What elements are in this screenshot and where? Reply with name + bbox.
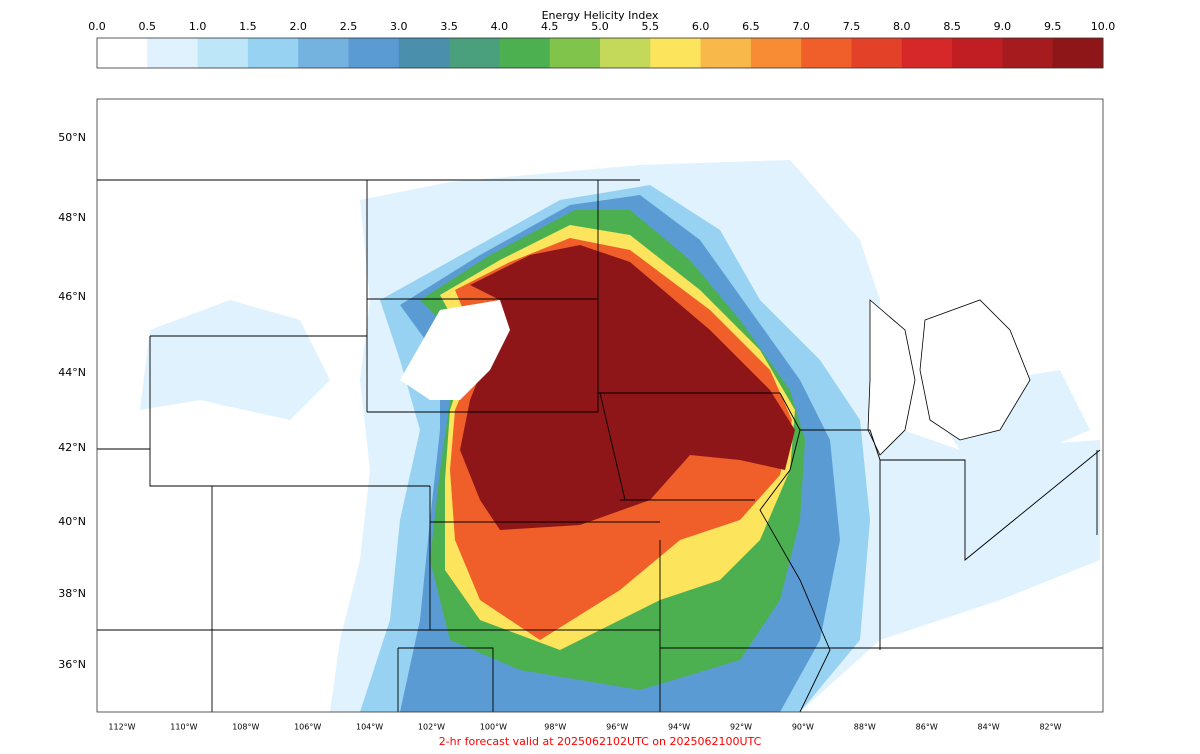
lon-label: 82°W [1039, 723, 1061, 732]
colorbar-segment [449, 38, 500, 68]
lat-label: 38°N [58, 587, 86, 600]
colorbar-tick-label: 2.5 [340, 20, 358, 33]
colorbar-segment [499, 38, 551, 68]
lon-label: 90°W [792, 723, 814, 732]
colorbar-segment [348, 38, 400, 68]
colorbar-segment [398, 38, 450, 68]
colorbar-tick-label: 7.0 [792, 20, 810, 33]
colorbar-tick-label: 6.5 [742, 20, 760, 33]
colorbar-segment [700, 38, 752, 68]
colorbar-tick-label: 6.0 [692, 20, 710, 33]
colorbar-segment [801, 38, 852, 68]
colorbar-segment [147, 38, 199, 68]
colorbar-frame [96, 37, 1104, 69]
lon-label: 92°W [730, 723, 752, 732]
colorbar-segment [549, 38, 601, 68]
lat-label: 44°N [58, 366, 86, 379]
lat-label: 40°N [58, 515, 86, 528]
colorbar-tick-label: 7.5 [843, 20, 861, 33]
lon-label: 84°W [978, 723, 1000, 732]
colorbar-tick-label: 0.5 [139, 20, 157, 33]
colorbar-tick-label: 8.5 [943, 20, 961, 33]
colorbar-segment [901, 38, 953, 68]
colorbar-tick-label: 2.0 [289, 20, 307, 33]
colorbar-segment [952, 38, 1003, 68]
colorbar-tick-label: 1.5 [239, 20, 257, 33]
lon-label: 88°W [854, 723, 876, 732]
colorbar-segment [600, 38, 651, 68]
lon-label: 104°W [356, 723, 383, 732]
colorbar-tick-label: 5.5 [642, 20, 660, 33]
colorbar-tick-label: 9.0 [994, 20, 1012, 33]
colorbar-tick-label: 8.0 [893, 20, 911, 33]
colorbar-segment [851, 38, 903, 68]
colorbar-tick-label: 4.0 [491, 20, 509, 33]
lon-label: 96°W [606, 723, 628, 732]
colorbar-tick-label: 1.0 [189, 20, 207, 33]
colorbar-segment [97, 38, 148, 68]
map-frame [96, 98, 1104, 713]
colorbar-tick-label: 0.0 [88, 20, 106, 33]
lon-label: 100°W [480, 723, 507, 732]
lon-label: 108°W [232, 723, 259, 732]
lat-labels: 50°N 48°N 46°N 44°N 42°N 40°N 38°N 36°N [58, 131, 86, 671]
lon-label: 98°W [544, 723, 566, 732]
lon-labels: 112°W 110°W 108°W 106°W 104°W 102°W 100°W 98°W 9… [108, 723, 1061, 732]
colorbar-segment [247, 38, 299, 68]
map-field [97, 160, 1103, 712]
colorbar-tick-label: 9.5 [1044, 20, 1062, 33]
colorbar-segment [750, 38, 802, 68]
colorbar-tick-label: 5.0 [591, 20, 609, 33]
colorbar-segment [197, 38, 249, 68]
colorbar: 0.0 0.5 1.0 1.5 2.0 2.5 3.0 3.5 4.0 4.5 5.0 5.5 6.0 6… [88, 20, 1115, 68]
lat-label: 46°N [58, 290, 86, 303]
lon-label: 102°W [418, 723, 445, 732]
colorbar-segment [1002, 38, 1054, 68]
lon-label: 112°W [108, 723, 135, 732]
lon-label: 110°W [170, 723, 197, 732]
lat-label: 42°N [58, 441, 86, 454]
colorbar-title: Energy Helicity Index [542, 9, 659, 22]
forecast-footer: 2-hr forecast valid at 2025062102UTC on … [439, 735, 762, 748]
colorbar-tick-label: 3.0 [390, 20, 408, 33]
colorbar-segment [1052, 38, 1104, 68]
lon-label: 86°W [916, 723, 938, 732]
lat-label: 50°N [58, 131, 86, 144]
lat-label: 36°N [58, 658, 86, 671]
colorbar-tick-label: 4.5 [541, 20, 559, 33]
colorbar-tick-label: 3.5 [440, 20, 458, 33]
colorbar-segment [650, 38, 702, 68]
lon-label: 106°W [294, 723, 321, 732]
lat-label: 48°N [58, 211, 86, 224]
colorbar-tick-label: 10.0 [1091, 20, 1116, 33]
colorbar-segment [298, 38, 349, 68]
lon-label: 94°W [668, 723, 690, 732]
